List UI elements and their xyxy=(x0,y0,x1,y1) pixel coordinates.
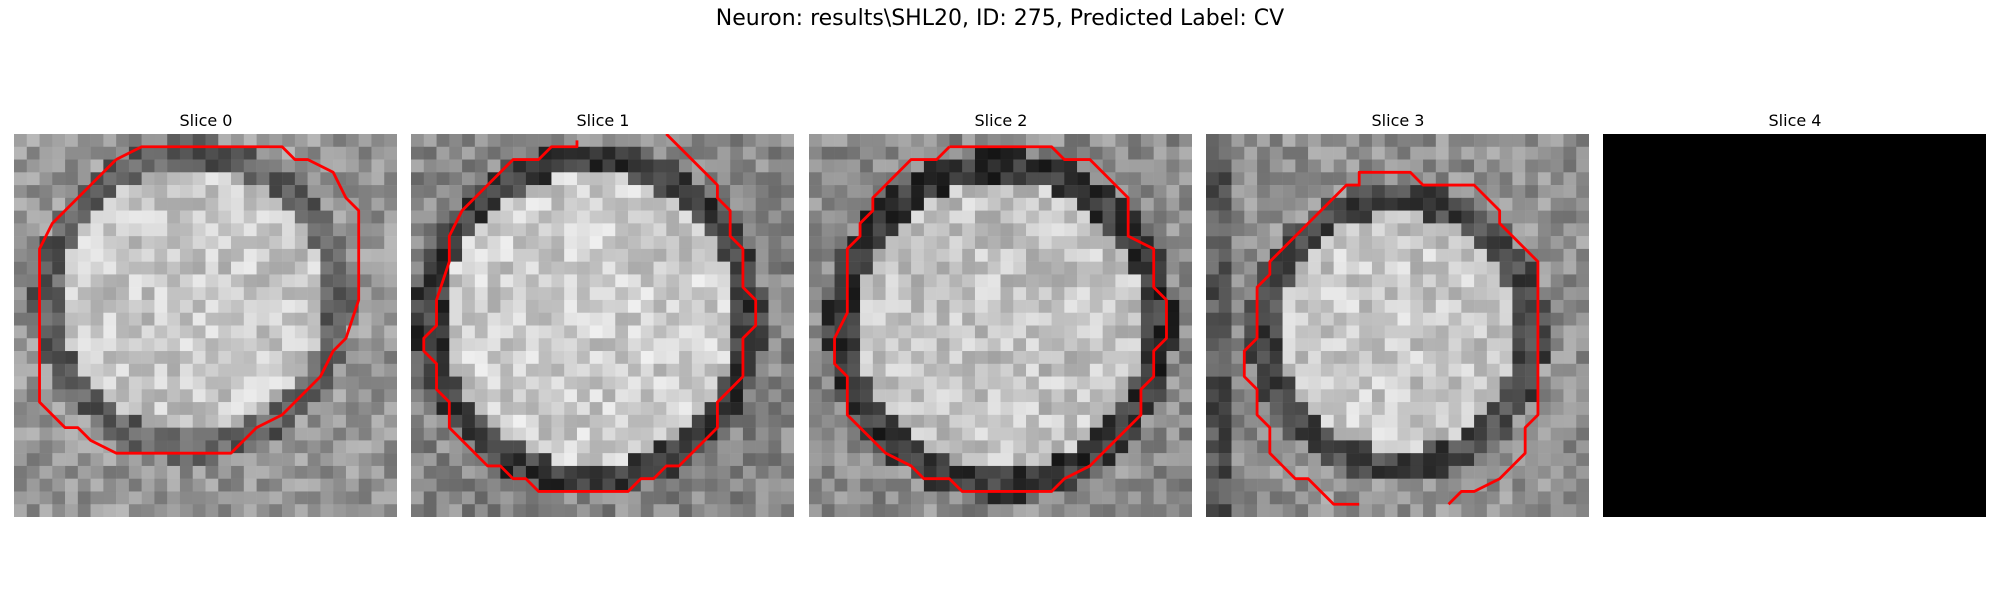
slice-panel-0: Slice 0 xyxy=(14,108,398,517)
slice-title-4: Slice 4 xyxy=(1768,111,1822,130)
contour-1 xyxy=(422,134,758,493)
contour-3 xyxy=(1242,170,1540,506)
slice-title-3: Slice 3 xyxy=(1371,111,1425,130)
slice-panel-3: Slice 3 xyxy=(1206,108,1590,517)
slice-title-2: Slice 2 xyxy=(974,111,1028,130)
slice-title-0: Slice 0 xyxy=(179,111,233,130)
slice-title-1: Slice 1 xyxy=(576,111,630,130)
slice-image-1 xyxy=(411,134,794,517)
slice-panel-2: Slice 2 xyxy=(809,108,1193,517)
slice-image-4 xyxy=(1603,134,1986,517)
slice-image-3 xyxy=(1206,134,1589,517)
slice-image-0 xyxy=(14,134,397,517)
figure-title: Neuron: results\SHL20, ID: 275, Predicte… xyxy=(715,6,1285,31)
slice-image-2 xyxy=(809,134,1192,517)
contour-2 xyxy=(833,145,1168,493)
contour-0 xyxy=(38,145,361,455)
slice-panel-4: Slice 4 xyxy=(1603,108,1987,517)
slice-panel-1: Slice 1 xyxy=(411,108,795,517)
